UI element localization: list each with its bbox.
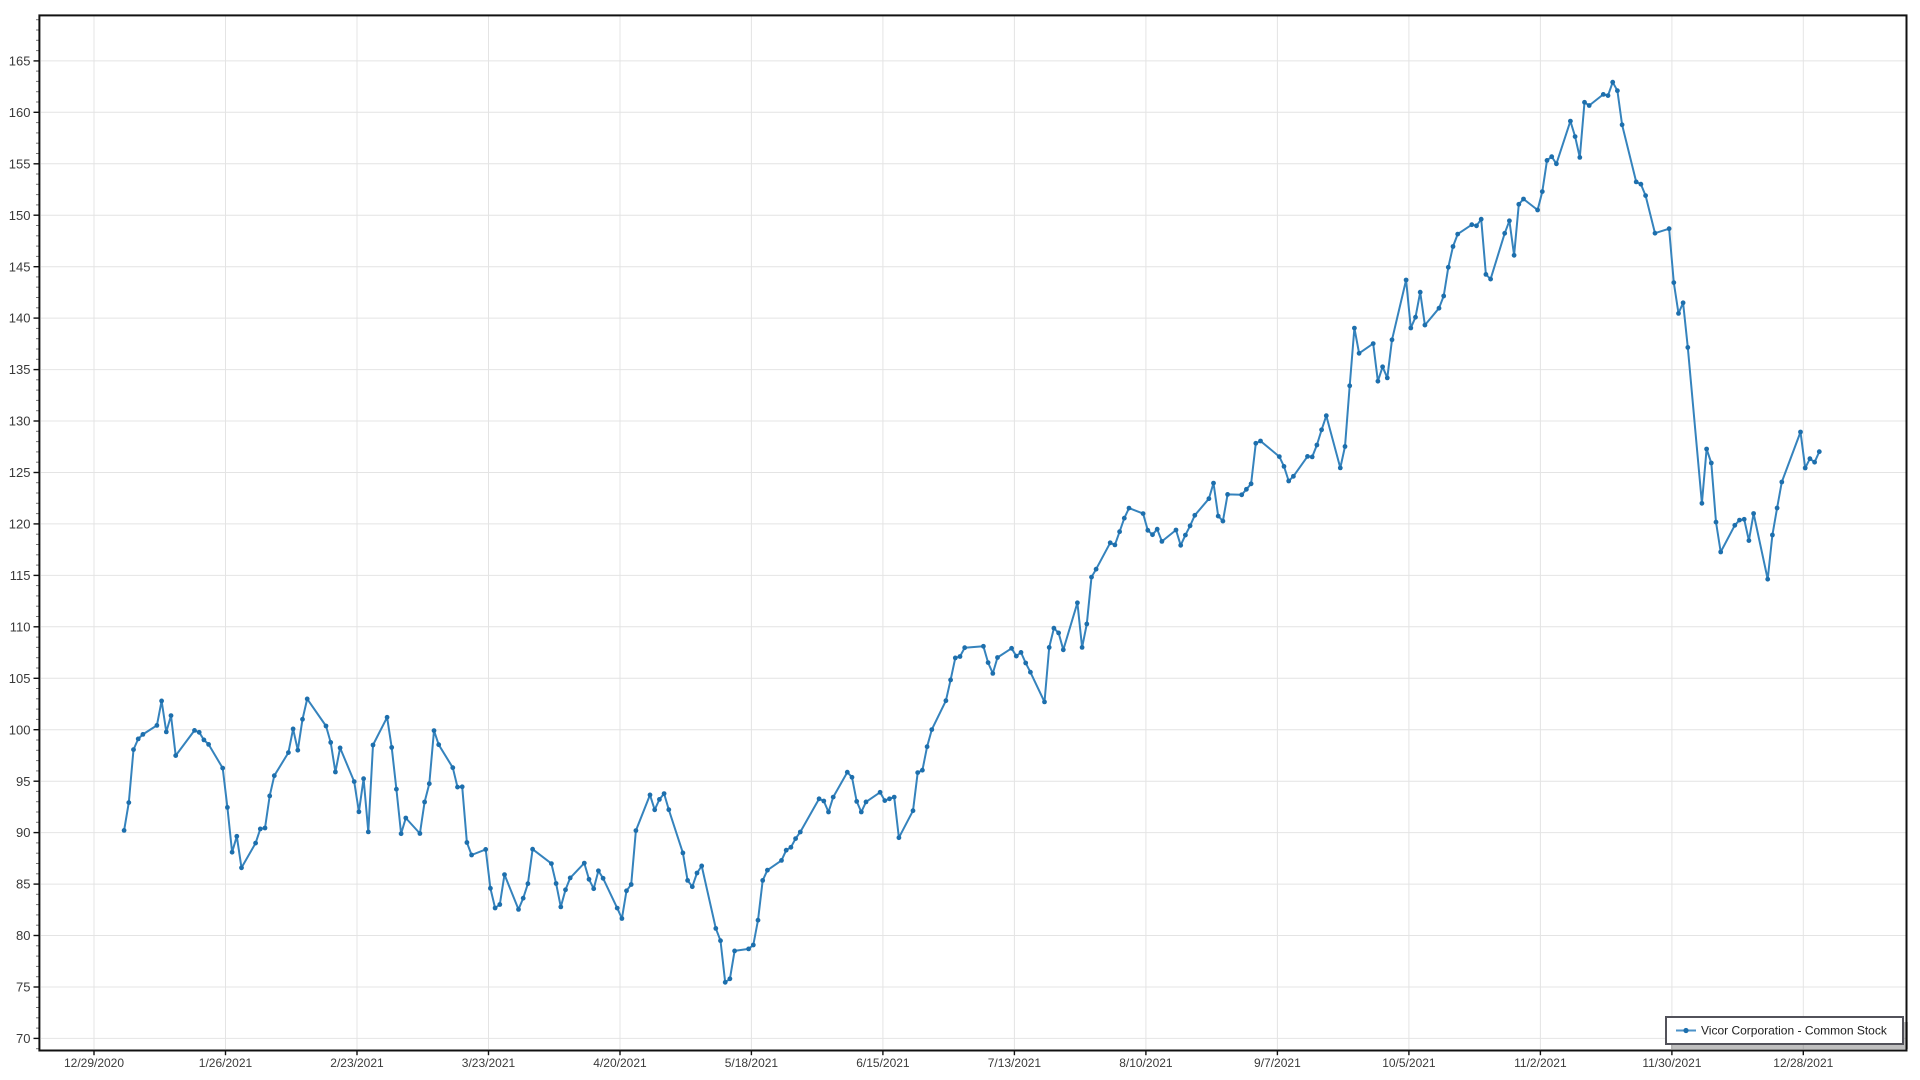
svg-text:165: 165 xyxy=(9,54,31,69)
svg-text:8/10/2021: 8/10/2021 xyxy=(1119,1056,1173,1070)
svg-text:140: 140 xyxy=(9,311,31,326)
svg-text:115: 115 xyxy=(10,568,31,583)
svg-text:1/26/2021: 1/26/2021 xyxy=(199,1056,253,1070)
svg-text:125: 125 xyxy=(9,465,31,480)
svg-text:9/7/2021: 9/7/2021 xyxy=(1254,1056,1301,1070)
svg-text:100: 100 xyxy=(9,722,31,737)
svg-text:70: 70 xyxy=(16,1031,30,1046)
svg-text:12/29/2020: 12/29/2020 xyxy=(64,1056,124,1070)
svg-text:85: 85 xyxy=(16,877,30,892)
svg-text:3/23/2021: 3/23/2021 xyxy=(462,1056,516,1070)
svg-text:120: 120 xyxy=(9,517,31,532)
svg-text:80: 80 xyxy=(16,928,30,943)
svg-text:95: 95 xyxy=(16,774,30,789)
svg-text:11/30/2021: 11/30/2021 xyxy=(1642,1056,1701,1070)
svg-text:75: 75 xyxy=(16,980,30,995)
svg-text:5/18/2021: 5/18/2021 xyxy=(725,1056,779,1070)
svg-text:2/23/2021: 2/23/2021 xyxy=(330,1056,384,1070)
svg-text:6/15/2021: 6/15/2021 xyxy=(856,1056,910,1070)
svg-text:155: 155 xyxy=(9,156,31,171)
svg-text:135: 135 xyxy=(9,362,31,377)
svg-text:145: 145 xyxy=(9,259,31,274)
svg-text:11/2/2021: 11/2/2021 xyxy=(1514,1056,1567,1070)
svg-text:160: 160 xyxy=(9,105,31,120)
svg-text:4/20/2021: 4/20/2021 xyxy=(593,1056,647,1070)
svg-text:150: 150 xyxy=(9,208,31,223)
svg-text:12/28/2021: 12/28/2021 xyxy=(1773,1056,1833,1070)
svg-text:90: 90 xyxy=(16,825,30,840)
svg-text:10/5/2021: 10/5/2021 xyxy=(1382,1056,1436,1070)
svg-text:110: 110 xyxy=(10,619,31,634)
svg-text:105: 105 xyxy=(9,671,31,686)
svg-text:7/13/2021: 7/13/2021 xyxy=(988,1056,1042,1070)
svg-text:130: 130 xyxy=(9,414,31,429)
svg-text:Vicor Corporation - Common Sto: Vicor Corporation - Common Stock xyxy=(1701,1023,1888,1037)
